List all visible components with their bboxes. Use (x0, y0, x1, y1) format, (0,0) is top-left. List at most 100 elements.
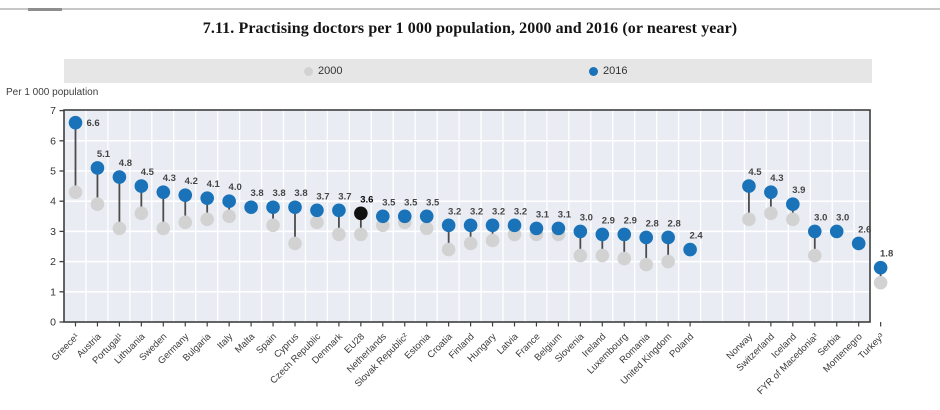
category-label: Poland (668, 331, 697, 360)
data-point-2016 (742, 179, 756, 193)
data-point-2000 (288, 236, 302, 251)
data-point-2016 (786, 197, 800, 212)
plot-border (63, 109, 871, 323)
data-point-2000 (332, 227, 346, 242)
plot-area (64, 110, 870, 322)
value-label: 3.6 (360, 194, 373, 205)
y-tick-label: 3 (50, 226, 56, 238)
data-point-2016 (397, 209, 412, 224)
data-point-2000 (200, 212, 214, 227)
data-point-2016 (222, 194, 236, 208)
data-point-2000 (134, 206, 149, 221)
y-axis-unit-label: Per 1 000 population (6, 87, 99, 98)
value-label: 3.0 (836, 212, 849, 223)
value-label: 3.5 (426, 197, 440, 208)
value-label: 3.2 (448, 206, 461, 217)
value-label: 4.5 (748, 167, 762, 178)
data-point-2000 (112, 221, 127, 236)
data-point-2016 (807, 224, 822, 239)
legend-swatch-2000-icon (304, 66, 313, 76)
value-label: 3.8 (294, 188, 307, 199)
data-point-2000 (90, 197, 105, 212)
data-point-2000 (222, 209, 236, 224)
data-point-2000 (266, 218, 280, 233)
data-point-2016 (266, 200, 280, 215)
value-label: 4.8 (119, 158, 132, 169)
page-top-rule-accent (28, 8, 62, 11)
value-label: 3.9 (792, 185, 805, 196)
data-point-2016 (485, 218, 500, 233)
data-point-2000 (573, 248, 588, 263)
data-point-2016 (112, 170, 127, 184)
category-label: Malta (233, 331, 258, 356)
data-point-2016 (178, 188, 193, 202)
category-labels: Greece¹AustriaPortugal¹LithuaniaSwedenGe… (50, 331, 887, 397)
data-point-2016 (639, 230, 653, 245)
legend-item-2000: 2000 (304, 59, 342, 83)
value-label: 6.6 (87, 118, 100, 129)
data-point-2016 (288, 200, 302, 215)
data-point-2000 (463, 236, 478, 251)
data-point-2016 (507, 218, 522, 233)
value-label: 3.2 (492, 206, 505, 217)
data-point-2000 (661, 254, 675, 269)
data-point-2000 (742, 212, 756, 227)
data-point-2016 (419, 209, 434, 224)
page-top-rule (0, 8, 940, 10)
value-label: 2.8 (646, 218, 659, 229)
data-point-2016 (441, 218, 456, 233)
legend-label-2016: 2016 (603, 65, 628, 77)
data-point-2000 (595, 248, 610, 263)
data-point-2016 (529, 221, 544, 236)
data-point-2000 (617, 251, 632, 266)
data-point-2000 (178, 215, 193, 230)
value-label: 3.5 (382, 197, 396, 208)
value-label: 4.3 (770, 173, 783, 184)
data-point-2016 (200, 191, 214, 205)
data-point-2016 (354, 206, 368, 221)
value-label: 1.8 (880, 249, 893, 260)
value-label: 4.0 (229, 182, 242, 193)
data-point-2000 (68, 185, 83, 199)
data-point-2000 (764, 206, 778, 221)
value-label: 4.5 (141, 167, 155, 178)
data-point-2016 (617, 227, 632, 242)
y-tick-label: 1 (50, 286, 56, 298)
data-point-2016 (683, 242, 697, 257)
data-point-2000 (419, 221, 434, 236)
value-label: 2.9 (624, 215, 637, 226)
data-point-2000 (639, 257, 653, 272)
value-label: 4.1 (207, 179, 221, 190)
value-label: 3.7 (316, 191, 329, 202)
data-point-2016 (573, 224, 588, 239)
value-label: 3.2 (470, 206, 483, 217)
value-label: 3.7 (338, 191, 351, 202)
gridlines (64, 110, 870, 322)
data-point-2016 (463, 218, 478, 233)
data-point-2016 (551, 221, 566, 236)
data-point-2016 (134, 179, 149, 193)
data-point-2000 (786, 212, 800, 227)
value-label: 3.0 (580, 212, 593, 223)
data-point-2000 (807, 248, 822, 263)
value-label: 4.2 (185, 176, 198, 187)
data-point-2000 (354, 227, 368, 242)
value-label: 5.1 (97, 149, 111, 160)
value-label: 4.3 (163, 173, 176, 184)
data-point-2000 (156, 221, 171, 236)
value-label: 3.1 (536, 209, 550, 220)
value-label: 2.6 (858, 224, 871, 235)
data-point-2016 (873, 260, 888, 275)
data-point-2016 (68, 115, 83, 130)
data-point-2016 (244, 200, 258, 215)
data-point-2000 (441, 242, 456, 257)
data-point-2016 (764, 185, 778, 199)
legend-label-2000: 2000 (318, 65, 343, 77)
data-point-2016 (332, 203, 346, 218)
chart-legend: 2000 2016 (64, 59, 872, 83)
series-2016-dots (68, 115, 888, 275)
legend-item-2016: 2016 (589, 59, 627, 83)
y-tick-label: 4 (50, 196, 56, 208)
